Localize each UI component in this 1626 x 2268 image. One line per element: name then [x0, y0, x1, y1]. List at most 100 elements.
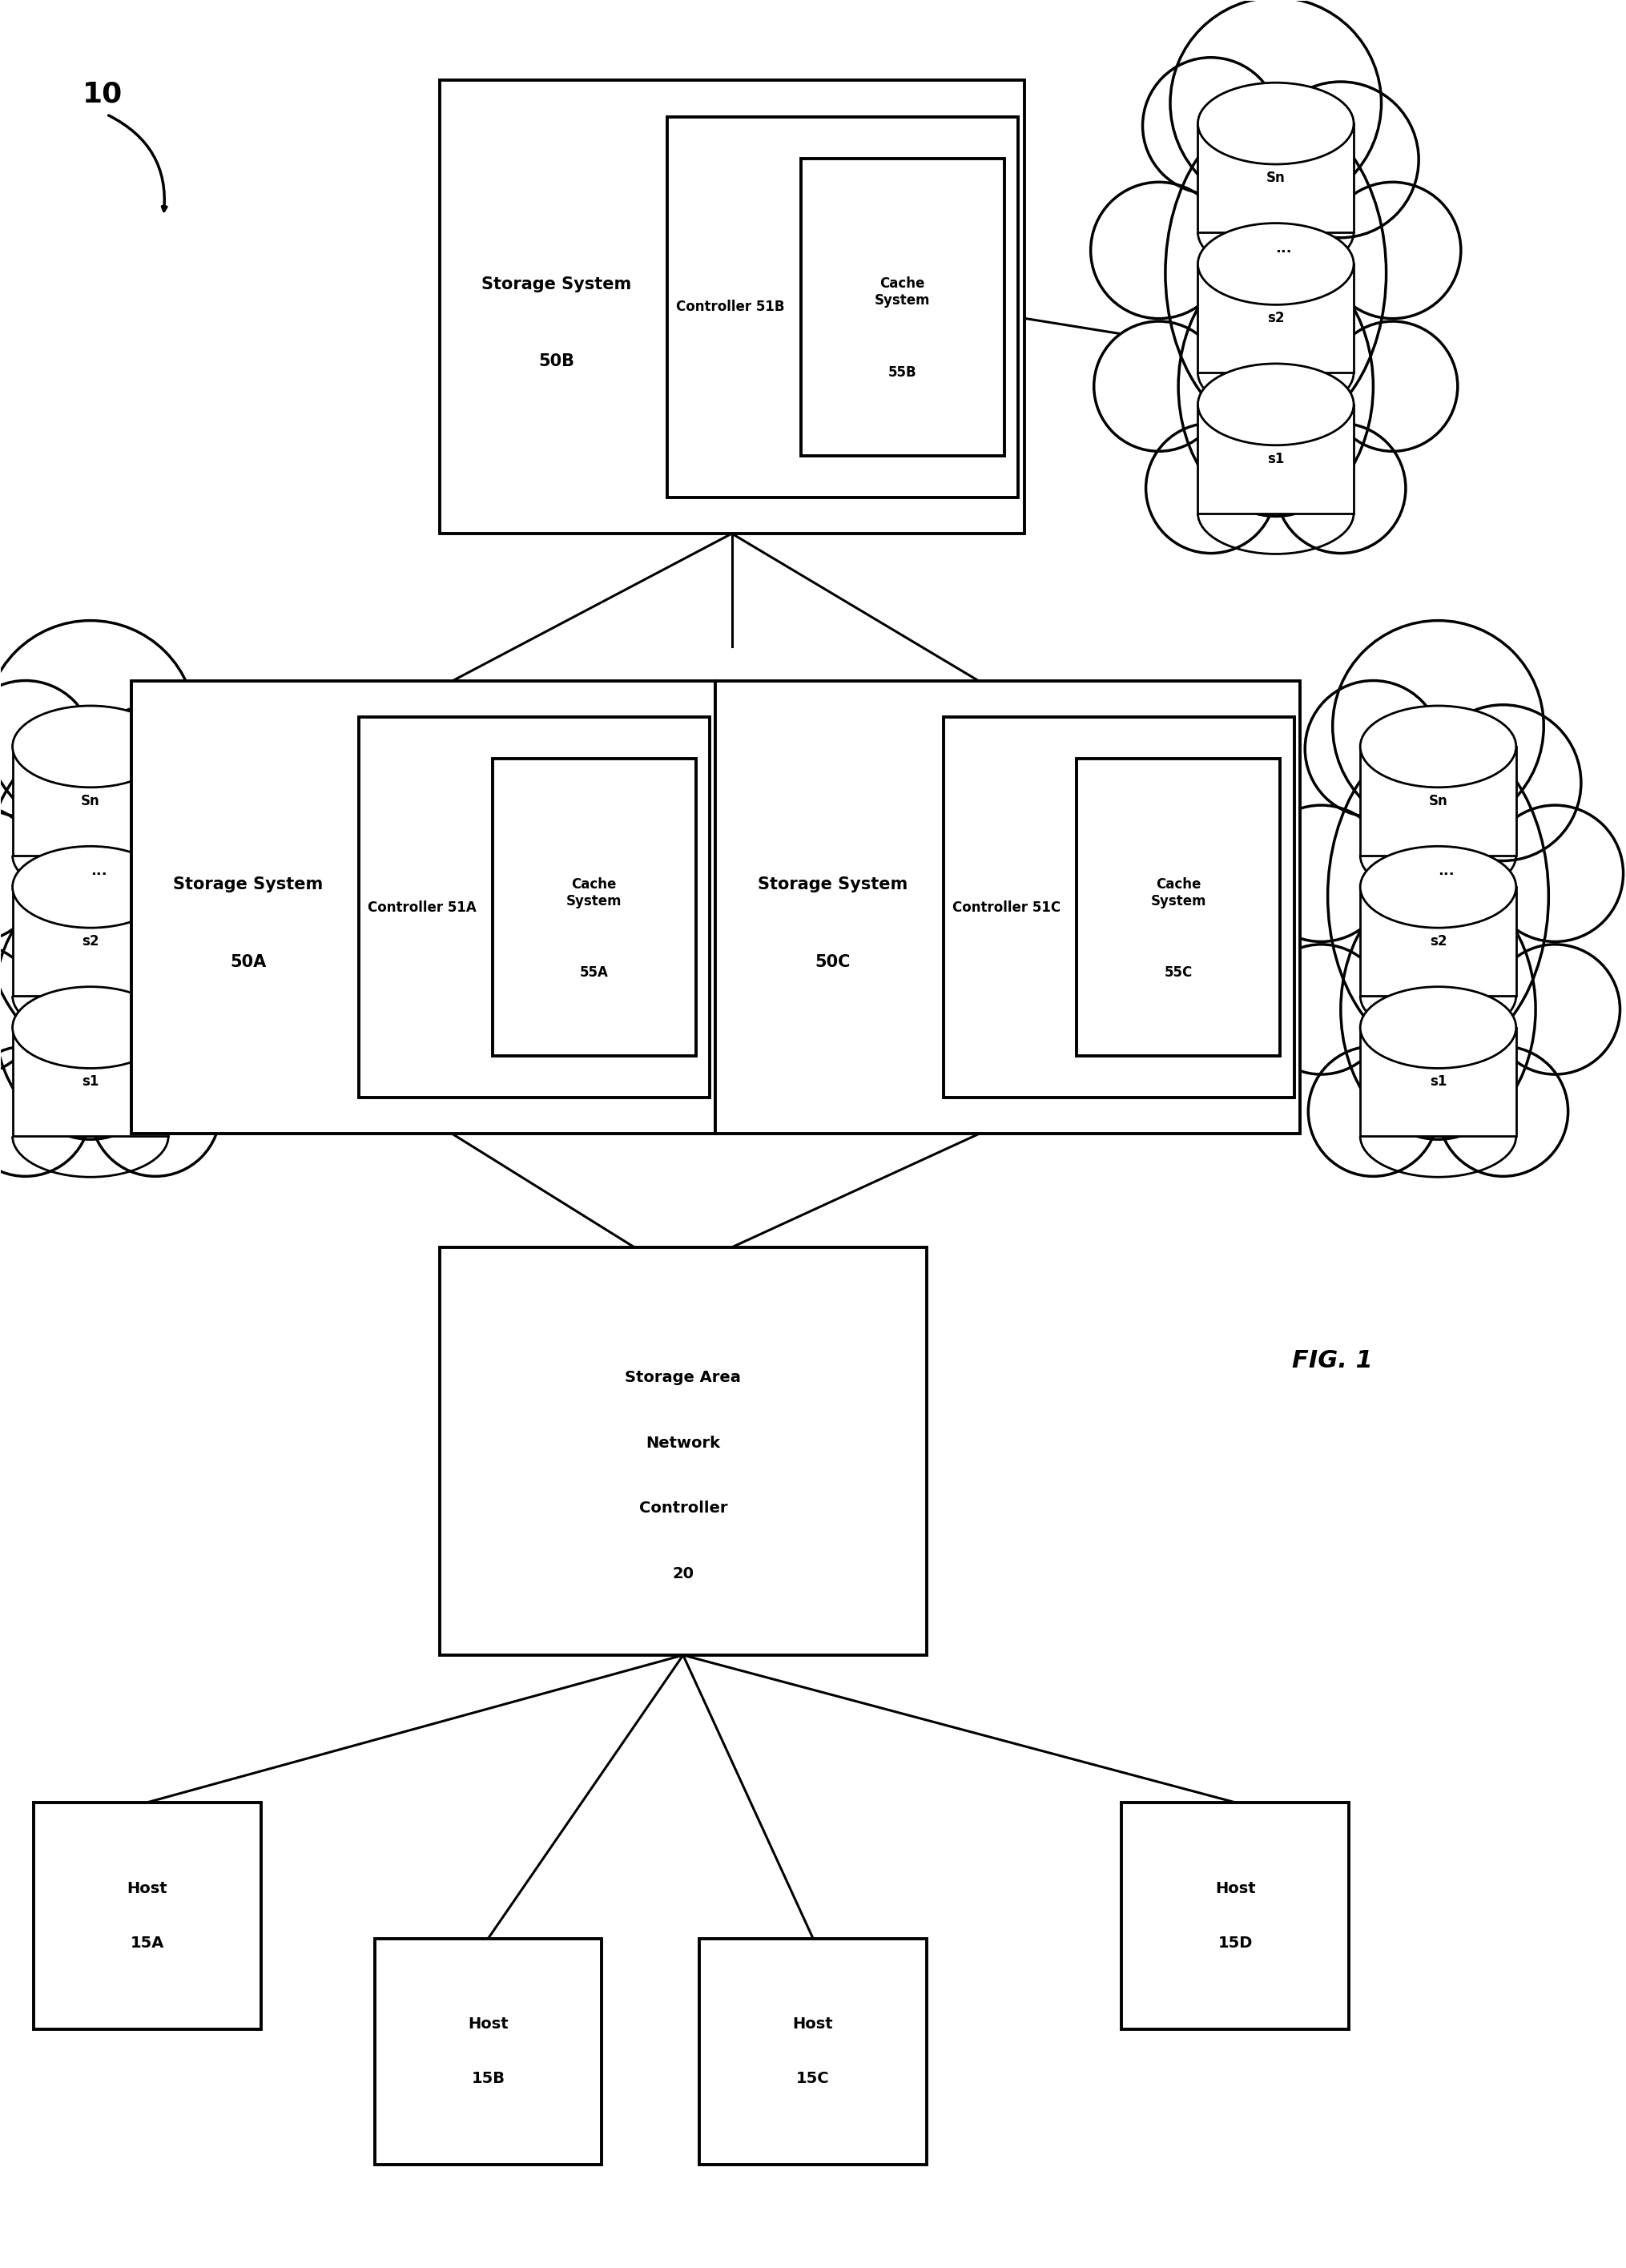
Ellipse shape: [0, 733, 202, 1059]
Bar: [668, 116, 1018, 497]
Text: Controller 51B: Controller 51B: [676, 299, 785, 315]
Text: 50C: 50C: [815, 955, 850, 971]
Ellipse shape: [1489, 943, 1619, 1075]
Ellipse shape: [91, 1046, 220, 1177]
Text: s1: s1: [1429, 1075, 1447, 1089]
Bar: [439, 1247, 927, 1656]
Text: ...: ...: [1276, 240, 1293, 256]
Ellipse shape: [1198, 82, 1354, 163]
Ellipse shape: [0, 680, 94, 816]
Ellipse shape: [1254, 805, 1390, 941]
Text: Storage Area: Storage Area: [624, 1370, 741, 1386]
Bar: [1122, 1803, 1350, 2030]
Text: ...: ...: [1437, 864, 1455, 878]
Ellipse shape: [0, 805, 42, 941]
Ellipse shape: [1143, 57, 1280, 195]
Text: 55A: 55A: [579, 966, 608, 980]
Ellipse shape: [1179, 256, 1374, 517]
Text: 50A: 50A: [229, 955, 267, 971]
Bar: [1361, 746, 1515, 855]
Text: Storage System: Storage System: [481, 277, 631, 293]
Ellipse shape: [78, 705, 233, 862]
Ellipse shape: [1424, 705, 1580, 862]
Text: Host: Host: [793, 2016, 833, 2032]
Text: s2: s2: [81, 934, 99, 948]
Ellipse shape: [1361, 705, 1515, 787]
Ellipse shape: [1325, 181, 1460, 318]
Ellipse shape: [1486, 805, 1623, 941]
Ellipse shape: [1198, 222, 1354, 304]
Text: Cache
System: Cache System: [875, 277, 930, 308]
Bar: [715, 680, 1301, 1134]
Bar: [1198, 404, 1354, 513]
Ellipse shape: [140, 805, 275, 941]
Text: s2: s2: [1267, 311, 1285, 327]
Ellipse shape: [1171, 0, 1382, 209]
Ellipse shape: [1361, 846, 1515, 928]
Text: 20: 20: [672, 1565, 694, 1581]
Ellipse shape: [1328, 733, 1548, 1059]
Text: s2: s2: [1429, 934, 1447, 948]
Text: Host: Host: [468, 2016, 509, 2032]
Text: Sn: Sn: [1267, 170, 1285, 186]
Ellipse shape: [1341, 880, 1535, 1139]
Text: Controller: Controller: [639, 1501, 727, 1515]
Text: s1: s1: [1267, 451, 1285, 465]
Text: s1: s1: [81, 1075, 99, 1089]
Text: Sn: Sn: [1429, 794, 1447, 807]
Bar: [1361, 887, 1515, 996]
Ellipse shape: [1361, 987, 1515, 1068]
Ellipse shape: [1091, 181, 1228, 318]
Text: 15B: 15B: [472, 2071, 506, 2087]
Ellipse shape: [1094, 322, 1224, 451]
Bar: [13, 887, 169, 996]
Ellipse shape: [1333, 621, 1543, 832]
Ellipse shape: [143, 943, 272, 1075]
Text: Storage System: Storage System: [172, 878, 324, 894]
Text: ...: ...: [91, 864, 107, 878]
Ellipse shape: [13, 705, 169, 787]
Bar: [13, 1027, 169, 1136]
Ellipse shape: [13, 846, 169, 928]
Ellipse shape: [1328, 322, 1457, 451]
Ellipse shape: [0, 621, 197, 832]
Bar: [1198, 263, 1354, 372]
Text: 15D: 15D: [1218, 1935, 1252, 1950]
Text: Cache
System: Cache System: [1151, 878, 1206, 907]
Ellipse shape: [1166, 111, 1387, 435]
Text: 55C: 55C: [1164, 966, 1192, 980]
Text: 15C: 15C: [797, 2071, 829, 2087]
Text: 55B: 55B: [888, 365, 917, 379]
Text: Controller 51A: Controller 51A: [367, 900, 476, 914]
Ellipse shape: [1263, 82, 1418, 238]
Ellipse shape: [1306, 680, 1441, 816]
Ellipse shape: [1257, 943, 1387, 1075]
Ellipse shape: [1198, 363, 1354, 445]
Ellipse shape: [1437, 1046, 1567, 1177]
Bar: [439, 79, 1024, 533]
Bar: [699, 1939, 927, 2166]
Ellipse shape: [0, 1046, 91, 1177]
Bar: [374, 1939, 602, 2166]
Text: 10: 10: [83, 79, 122, 107]
Bar: [493, 760, 696, 1057]
Bar: [34, 1803, 260, 2030]
Text: 50B: 50B: [538, 354, 574, 370]
Ellipse shape: [13, 987, 169, 1068]
Bar: [1361, 1027, 1515, 1136]
Text: Host: Host: [127, 1880, 167, 1896]
Bar: [1198, 122, 1354, 231]
Bar: [1076, 760, 1280, 1057]
Text: Network: Network: [646, 1436, 720, 1452]
Text: Sn: Sn: [81, 794, 99, 807]
Ellipse shape: [1309, 1046, 1437, 1177]
Ellipse shape: [0, 943, 39, 1075]
Text: Storage System: Storage System: [758, 878, 907, 894]
Ellipse shape: [1146, 424, 1276, 553]
Bar: [943, 717, 1294, 1098]
Text: Host: Host: [1215, 1880, 1255, 1896]
Text: Controller 51C: Controller 51C: [953, 900, 1060, 914]
Text: Cache
System: Cache System: [566, 878, 621, 907]
Ellipse shape: [1276, 424, 1406, 553]
Text: FIG. 1: FIG. 1: [1293, 1349, 1372, 1372]
